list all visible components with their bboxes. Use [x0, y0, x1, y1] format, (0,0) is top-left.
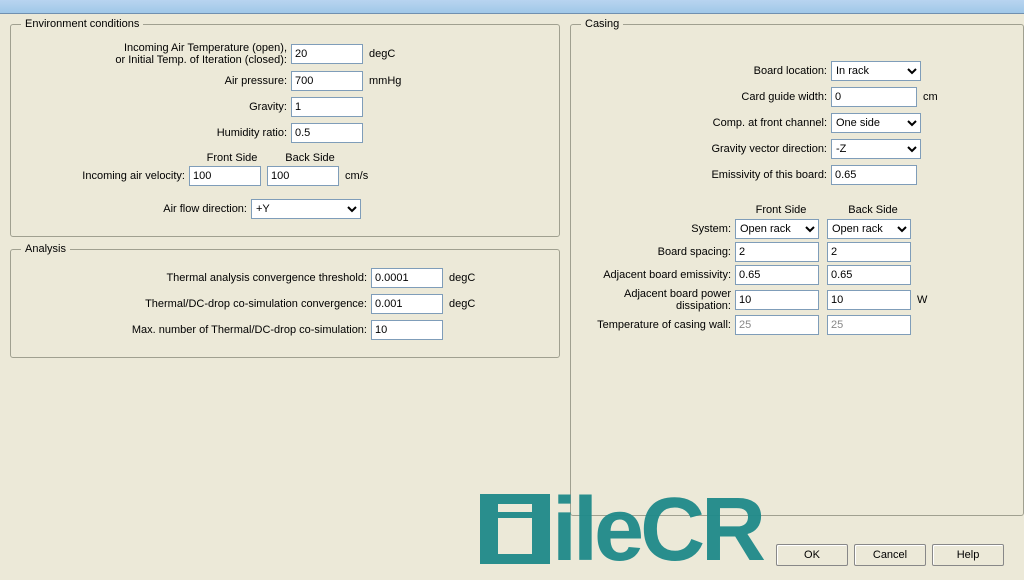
analysis-legend: Analysis: [21, 243, 70, 255]
board-emissivity-label: Emissivity of this board:: [581, 169, 831, 181]
temp-wall-label: Temperature of casing wall:: [581, 319, 735, 331]
adj-emissivity-label: Adjacent board emissivity:: [581, 269, 735, 281]
cosim-conv-label: Thermal/DC-drop co-simulation convergenc…: [21, 298, 371, 310]
humidity-label: Humidity ratio:: [21, 127, 291, 139]
humidity-input[interactable]: [291, 123, 363, 143]
gravity-dir-label: Gravity vector direction:: [581, 143, 831, 155]
temp-wall-back-input: [827, 315, 911, 335]
cancel-button[interactable]: Cancel: [854, 544, 926, 566]
button-row: OK Cancel Help: [776, 544, 1004, 566]
guide-width-input[interactable]: [831, 87, 917, 107]
system-front-select[interactable]: Open rack: [735, 219, 819, 239]
gravity-dir-select[interactable]: -Z: [831, 139, 921, 159]
environment-group: Environment conditions Incoming Air Temp…: [10, 18, 560, 237]
spacing-back-input[interactable]: [827, 242, 911, 262]
cosim-conv-input[interactable]: [371, 294, 443, 314]
board-location-label: Board location:: [581, 65, 831, 77]
gravity-input[interactable]: [291, 97, 363, 117]
air-pressure-label: Air pressure:: [21, 75, 291, 87]
system-back-select[interactable]: Open rack: [827, 219, 911, 239]
velocity-unit: cm/s: [339, 170, 368, 182]
air-pressure-unit: mmHg: [363, 75, 401, 87]
board-location-select[interactable]: In rack: [831, 61, 921, 81]
adj-power-label: Adjacent board power dissipation:: [581, 288, 735, 312]
casing-front-header: Front Side: [739, 204, 823, 216]
adj-power-front-input[interactable]: [735, 290, 819, 310]
conv-threshold-input[interactable]: [371, 268, 443, 288]
max-cosim-input[interactable]: [371, 320, 443, 340]
spacing-front-input[interactable]: [735, 242, 819, 262]
temp-wall-front-input: [735, 315, 819, 335]
cosim-conv-unit: degC: [443, 298, 475, 310]
casing-group: Casing Board location: In rack Card guid…: [570, 18, 1024, 516]
casing-back-header: Back Side: [831, 204, 915, 216]
air-temp-input[interactable]: [291, 44, 363, 64]
air-temp-label: Incoming Air Temperature (open), or Init…: [21, 42, 291, 66]
board-emissivity-input[interactable]: [831, 165, 917, 185]
right-panel: Casing Board location: In rack Card guid…: [570, 18, 1024, 522]
airflow-select[interactable]: +Y: [251, 199, 361, 219]
guide-width-unit: cm: [917, 91, 938, 103]
casing-legend: Casing: [581, 18, 623, 30]
gravity-label: Gravity:: [21, 101, 291, 113]
velocity-label: Incoming air velocity:: [21, 170, 189, 182]
help-button[interactable]: Help: [932, 544, 1004, 566]
window-titlebar: [0, 0, 1024, 14]
adj-emiss-back-input[interactable]: [827, 265, 911, 285]
ok-button[interactable]: OK: [776, 544, 848, 566]
airflow-label: Air flow direction:: [21, 203, 251, 215]
velocity-back-input[interactable]: [267, 166, 339, 186]
front-side-header: Front Side: [193, 152, 271, 164]
adj-power-back-input[interactable]: [827, 290, 911, 310]
comp-front-label: Comp. at front channel:: [581, 117, 831, 129]
system-label: System:: [581, 223, 735, 235]
environment-legend: Environment conditions: [21, 18, 143, 30]
velocity-front-input[interactable]: [189, 166, 261, 186]
back-side-header: Back Side: [271, 152, 349, 164]
air-pressure-input[interactable]: [291, 71, 363, 91]
board-spacing-label: Board spacing:: [581, 246, 735, 258]
air-temp-unit: degC: [363, 48, 395, 60]
adj-emiss-front-input[interactable]: [735, 265, 819, 285]
comp-front-select[interactable]: One side: [831, 113, 921, 133]
analysis-group: Analysis Thermal analysis convergence th…: [10, 243, 560, 358]
guide-width-label: Card guide width:: [581, 91, 831, 103]
conv-threshold-unit: degC: [443, 272, 475, 284]
adj-power-unit: W: [911, 294, 927, 306]
max-cosim-label: Max. number of Thermal/DC-drop co-simula…: [21, 324, 371, 336]
conv-threshold-label: Thermal analysis convergence threshold:: [21, 272, 371, 284]
left-panel: Environment conditions Incoming Air Temp…: [10, 18, 560, 364]
